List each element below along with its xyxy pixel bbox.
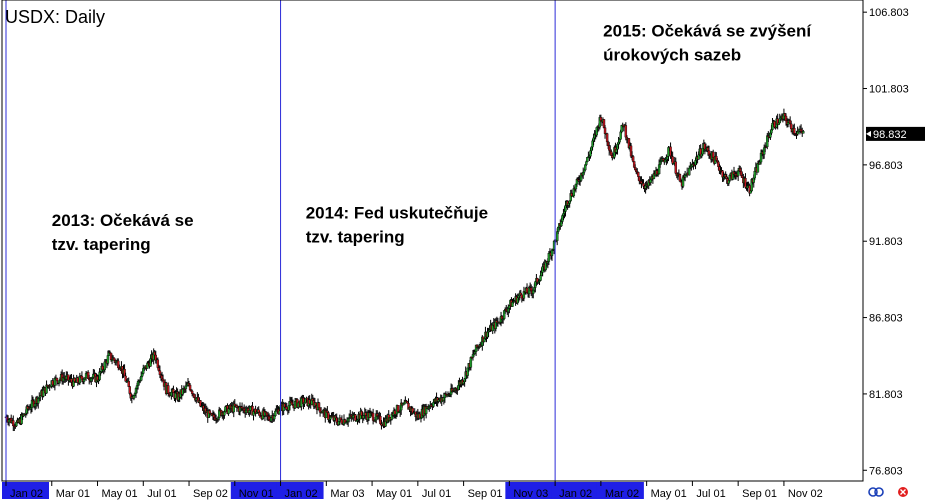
- x-tick-label: Jul 01: [422, 488, 451, 500]
- x-tick-label: Jul 01: [147, 488, 176, 500]
- y-tick-label: 76.803: [869, 465, 903, 477]
- candle-body: [317, 402, 321, 409]
- candle-body: [82, 379, 86, 382]
- annotation-line1: 2015: Očekává se zvýšení: [603, 22, 812, 41]
- candle-body: [674, 161, 677, 174]
- candle-body: [539, 275, 542, 281]
- x-tick-label: Sep 02: [193, 488, 228, 500]
- x-tick-label: May 01: [651, 488, 687, 500]
- y-tick-label: 106.803: [869, 7, 909, 19]
- current-price-box: [866, 126, 925, 141]
- candle-body: [103, 361, 107, 370]
- x-tick-highlight: [230, 482, 278, 499]
- plot-frame: [1, 0, 864, 482]
- y-tick-label: 81.803: [869, 389, 903, 401]
- x-tick-label: Mar 01: [56, 488, 90, 500]
- y-axis: 106.803 101.803 96.803 91.803 86.803 81.803 76…: [1, 0, 909, 482]
- chart-title: USDX: Daily: [5, 7, 105, 27]
- candle-body: [547, 253, 551, 262]
- x-tick-label: Jan 02: [285, 488, 318, 500]
- x-tick-label: Jul 01: [696, 488, 725, 500]
- x-tick-label: Nov 03: [513, 488, 548, 500]
- y-tick-label: 86.803: [869, 313, 903, 325]
- annotation-line1: 2014: Fed uskutečňuje: [306, 203, 488, 222]
- candle-body: [793, 128, 796, 134]
- candle-body: [631, 156, 635, 162]
- candle-body: [790, 123, 793, 130]
- annotation-group: 2013: Očekává se tzv. tapering 2014: Fed u…: [52, 22, 813, 254]
- x-tick-label: May 01: [102, 488, 138, 500]
- candle-body: [671, 156, 674, 164]
- x-tick-highlight: [505, 482, 553, 499]
- annotation-line2: tzv. tapering: [306, 227, 405, 246]
- candle-body: [753, 171, 756, 179]
- candle-body: [161, 378, 165, 381]
- candle-body: [274, 410, 277, 417]
- y-tick-label: 91.803: [869, 236, 903, 248]
- annotation-line2: tzv. tapering: [52, 235, 151, 254]
- divider-group: [5, 0, 556, 481]
- x-tick-label: May 01: [376, 488, 412, 500]
- current-price-arrow-icon: [866, 130, 871, 137]
- x-tick-label: Sep 01: [468, 488, 503, 500]
- candle-body: [802, 131, 805, 134]
- x-tick-highlight: [596, 482, 644, 499]
- y-tick-label: 96.803: [869, 160, 903, 172]
- x-tick-label: Jan 02: [10, 488, 43, 500]
- candle-body: [637, 172, 640, 177]
- x-tick-label: Mar 03: [330, 488, 364, 500]
- candle-body: [469, 357, 473, 368]
- candle-body: [55, 377, 59, 382]
- x-axis: Jan 02 Mar 01 May 01 Jul 01 Sep 02 Nov 01 Jan …: [2, 481, 823, 500]
- x-tick-label: Mar 02: [605, 488, 639, 500]
- candle-body: [599, 117, 603, 121]
- current-price-marker: 98.832: [866, 126, 925, 141]
- candle-body: [603, 127, 607, 134]
- toolbar-icons: [868, 487, 908, 497]
- candle-body: [127, 381, 130, 387]
- candle-body: [303, 402, 306, 405]
- price-series-group: [4, 108, 805, 432]
- y-tick-label: 101.803: [869, 84, 909, 96]
- x-tick-highlight: [276, 482, 324, 499]
- annotation-line1: 2013: Očekává se: [52, 211, 194, 230]
- x-tick-highlight: [2, 482, 49, 499]
- link-icon[interactable]: [868, 487, 884, 497]
- close-icon[interactable]: [898, 487, 908, 497]
- current-price-label: 98.832: [873, 129, 907, 141]
- x-tick-highlight: [551, 482, 599, 499]
- candle-body: [42, 390, 45, 397]
- x-tick-label: Nov 02: [788, 488, 823, 500]
- candle-body: [605, 133, 609, 143]
- annotation-line2: úrokových sazeb: [603, 46, 741, 65]
- candle-body: [618, 139, 621, 143]
- x-tick-label: Nov 01: [239, 488, 274, 500]
- x-tick-label: Sep 01: [742, 488, 777, 500]
- x-tick-label: Jan 02: [559, 488, 592, 500]
- candle-body: [106, 355, 110, 364]
